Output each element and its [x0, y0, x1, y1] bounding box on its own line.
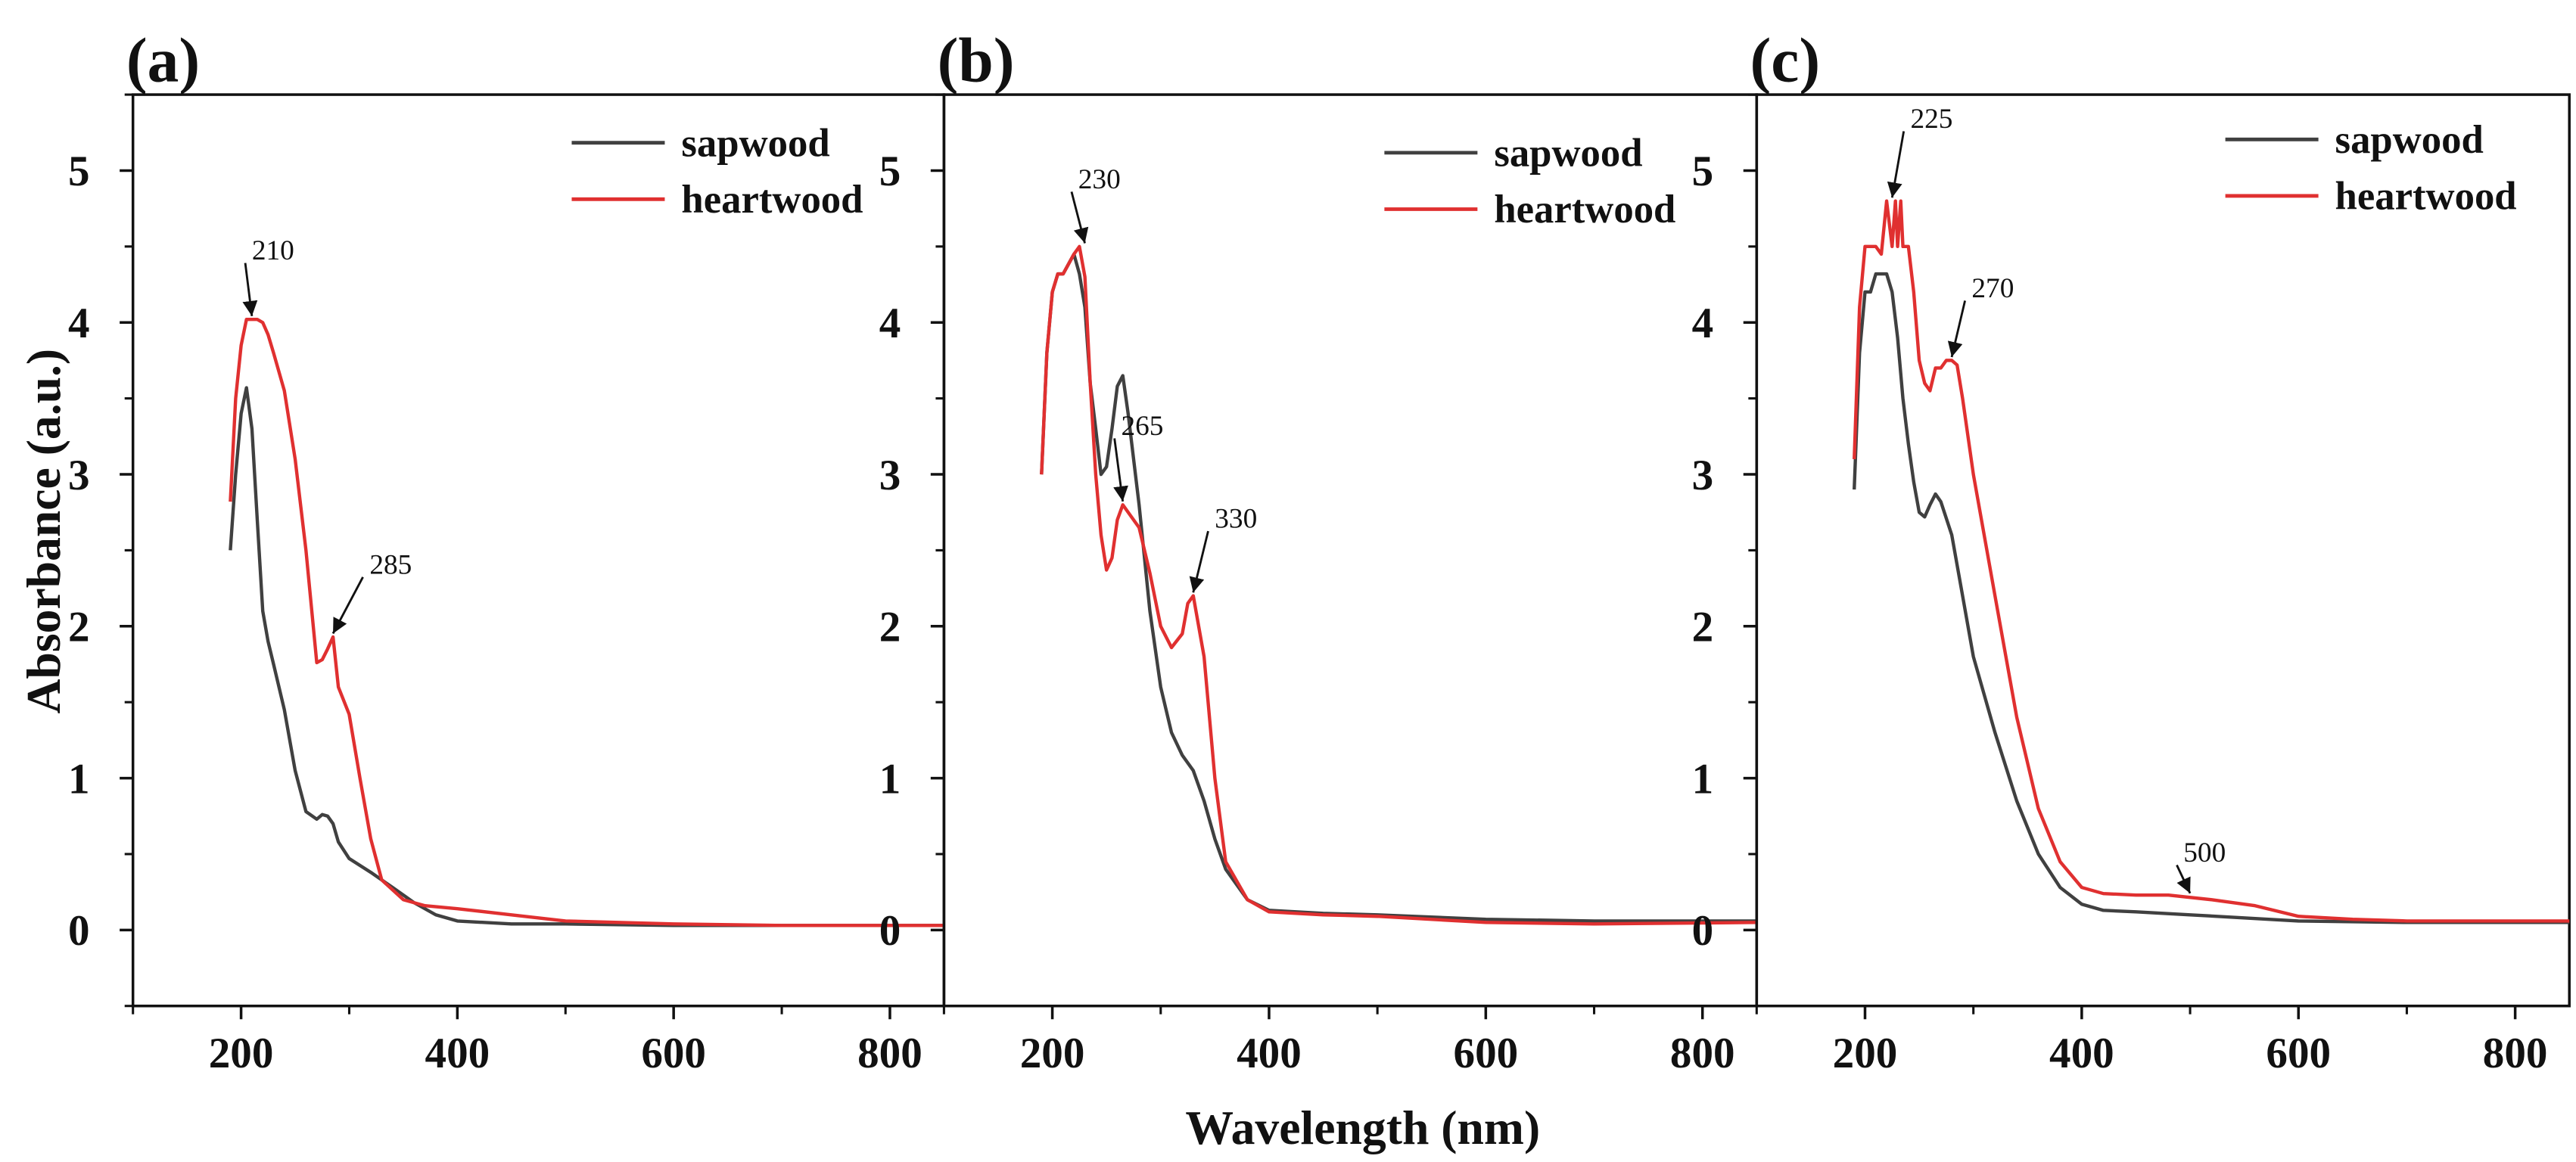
annotation-label: 500	[2183, 837, 2226, 868]
y-tick-label: 3	[68, 452, 90, 499]
y-tick-label: 4	[68, 300, 90, 347]
x-axis-title: Wavelength (nm)	[1185, 1101, 1540, 1154]
series-line-heartwood	[1040, 244, 1757, 926]
chart-legend: sapwood heartwood	[1384, 131, 1675, 231]
y-tick-label: 3	[1692, 452, 1714, 499]
legend-label-heartwood: heartwood	[2335, 174, 2517, 218]
y-tick-label: 2	[68, 604, 90, 651]
annotation-label: 330	[1215, 504, 1257, 535]
x-tick-label: 600	[2266, 1030, 2331, 1077]
annotation-arrow	[331, 576, 364, 635]
legend-label-heartwood: heartwood	[1494, 188, 1675, 231]
chart-legend: sapwood heartwood	[571, 121, 863, 222]
x-tick-label: 600	[641, 1030, 706, 1077]
y-axis-title: Absorbance (a.u.)	[17, 349, 70, 714]
y-tick-label: 5	[68, 148, 90, 195]
chart-panels: (a)200 400 600 800012345sapwoodheartwood210…	[68, 26, 2571, 1077]
chart-panel-c: (c) 200 400 600 800 0 1 2 3 4 5 sapwood heartwood 225…	[1692, 26, 2571, 1077]
annotation-arrow	[1887, 131, 1906, 198]
annotation-arrow	[2176, 864, 2192, 894]
y-tick-label: 1	[1692, 755, 1714, 803]
y-tick-label: 5	[879, 148, 901, 195]
plot-frame	[1755, 93, 2571, 1008]
x-tick-label: 400	[1237, 1030, 1302, 1077]
annotation-label: 230	[1078, 164, 1121, 195]
y-tick-label: 0	[1692, 907, 1714, 955]
x-tick-label: 800	[857, 1030, 922, 1077]
series-line-heartwood	[229, 317, 944, 927]
annotation-arrow	[1947, 300, 1967, 358]
y-tick-label: 3	[879, 452, 901, 499]
x-tick-label: 800	[2483, 1030, 2548, 1077]
annotation-label: 270	[1971, 273, 2014, 304]
legend-label-sapwood: sapwood	[2335, 118, 2484, 162]
legend-label-heartwood: heartwood	[681, 178, 863, 222]
annotation-label: 210	[252, 235, 294, 266]
x-tick-label: 400	[425, 1030, 490, 1077]
annotation-arrow	[1113, 438, 1128, 502]
plot-frame	[131, 93, 946, 1008]
annotation-arrow	[1189, 530, 1209, 593]
y-tick-label: 4	[879, 300, 901, 347]
x-tick-label: 800	[1670, 1030, 1735, 1077]
x-tick-label: 200	[209, 1030, 274, 1077]
legend-label-sapwood: sapwood	[1494, 131, 1642, 175]
series-line-sapwood	[1040, 252, 1757, 923]
x-tick-label: 400	[2049, 1030, 2114, 1077]
x-tick-label: 200	[1020, 1030, 1085, 1077]
y-tick-label: 2	[1692, 604, 1714, 651]
panel-label: (a)	[126, 26, 200, 96]
y-tick-label: 0	[879, 907, 901, 955]
y-tick-label: 5	[1692, 148, 1714, 195]
annotation-label: 225	[1910, 104, 1952, 135]
legend-label-sapwood: sapwood	[681, 121, 829, 165]
chart-legend: sapwood heartwood	[2225, 118, 2517, 218]
y-tick-label: 0	[68, 907, 90, 955]
annotation-label: 265	[1121, 411, 1163, 442]
y-tick-label: 1	[879, 755, 901, 803]
series-line-heartwood	[1853, 199, 2570, 923]
panel-label: (b)	[938, 26, 1015, 96]
x-tick-label: 600	[1454, 1030, 1519, 1077]
annotation-label: 285	[369, 549, 412, 580]
y-tick-label: 1	[68, 755, 90, 803]
series-line-sapwood	[1853, 272, 2570, 924]
annotation-arrow	[1070, 191, 1089, 244]
series-line-sapwood	[229, 386, 944, 927]
chart-panel-a: (a)200 400 600 800012345sapwoodheartwood210…	[68, 26, 946, 1077]
panel-label: (c)	[1750, 26, 1821, 96]
y-tick-label: 2	[879, 604, 901, 651]
x-tick-label: 200	[1833, 1030, 1898, 1077]
y-tick-label: 4	[1692, 300, 1714, 347]
annotation-arrow	[242, 263, 258, 317]
